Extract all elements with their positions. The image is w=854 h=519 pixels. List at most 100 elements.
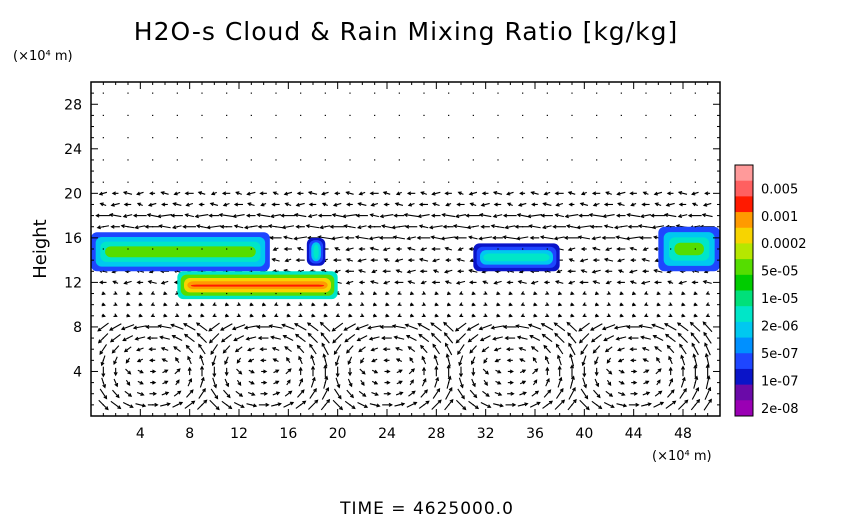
wind-vector — [556, 388, 564, 399]
wind-vector — [357, 335, 368, 341]
wind-vector — [407, 247, 416, 251]
wind-vector — [332, 399, 343, 410]
wind-vector — [555, 214, 564, 218]
wind-vector — [580, 344, 588, 355]
wind-vector — [344, 323, 356, 331]
wind-vector — [124, 390, 132, 397]
wind-vector — [318, 236, 333, 240]
wind-vector — [109, 214, 122, 218]
wind-vector — [270, 214, 282, 218]
wind-vector — [705, 376, 710, 390]
wind-vector — [604, 225, 614, 229]
wind-vector — [443, 322, 454, 332]
wind-vector — [493, 191, 503, 195]
wind-vector — [380, 214, 394, 218]
x-tick-label: 48 — [674, 426, 692, 442]
wind-vector — [556, 344, 564, 355]
wind-vector — [223, 389, 231, 398]
wind-vector — [604, 258, 614, 262]
wind-vector — [603, 214, 615, 218]
wind-vector — [516, 325, 530, 329]
wind-vector — [704, 387, 711, 400]
wind-vector — [654, 269, 663, 273]
wind-vector — [173, 390, 181, 397]
wind-vector — [667, 345, 675, 354]
wind-vector — [187, 378, 192, 387]
colorbar-label: 0.001 — [761, 210, 798, 225]
wind-vector — [664, 323, 677, 331]
wind-vector — [408, 346, 416, 353]
wind-vector — [334, 344, 342, 355]
x-tick-label: 20 — [329, 426, 347, 442]
wind-vector — [458, 377, 464, 388]
wind-vector — [456, 280, 466, 284]
wind-vector — [420, 389, 428, 398]
wind-vector — [616, 236, 627, 240]
wind-vector — [568, 387, 576, 400]
wind-vector — [617, 191, 626, 195]
wind-vector — [320, 322, 331, 332]
wind-vector — [405, 324, 418, 330]
wind-vector — [269, 325, 283, 329]
colorbar-segment — [735, 165, 753, 182]
wind-vector — [654, 191, 663, 195]
wind-vector — [109, 323, 122, 331]
wind-vector — [529, 225, 541, 229]
wind-vector — [257, 214, 271, 218]
wind-vector — [171, 324, 184, 330]
wind-vector — [419, 258, 429, 262]
wind-vector — [704, 343, 711, 356]
wind-vector — [235, 346, 243, 353]
wind-vector — [652, 225, 665, 229]
wind-vector — [445, 343, 453, 356]
wind-vector — [160, 336, 170, 340]
wind-vector — [370, 214, 379, 218]
wind-vector — [125, 368, 131, 375]
wind-vector — [123, 214, 133, 218]
cloud-features — [91, 226, 720, 300]
x-tick-label: 16 — [279, 426, 297, 442]
wind-vector — [431, 333, 442, 344]
wind-vector — [691, 343, 699, 356]
wind-vector — [469, 345, 477, 354]
wind-vector — [111, 202, 120, 207]
wind-vector — [664, 214, 677, 218]
wind-vector — [113, 356, 118, 365]
wind-vector — [479, 236, 493, 240]
grid-dots — [102, 92, 696, 406]
wind-vector — [582, 355, 587, 366]
wind-vector — [455, 322, 467, 332]
wind-vector — [627, 214, 641, 218]
wind-vector — [220, 323, 233, 331]
wind-vector — [678, 191, 688, 195]
wind-vector — [284, 346, 292, 353]
wind-vector — [332, 214, 343, 218]
wind-vector — [157, 214, 173, 218]
wind-vector — [469, 389, 477, 398]
wind-vector — [195, 214, 209, 218]
cloud-mid-small — [306, 237, 326, 266]
colorbar-label: 1e-05 — [761, 292, 799, 307]
wind-vector — [457, 258, 465, 262]
wind-vector — [321, 343, 329, 356]
wind-vector — [456, 399, 466, 410]
wind-vector — [418, 214, 430, 218]
wind-vector — [187, 356, 192, 365]
wind-vector — [690, 322, 701, 332]
wind-vector — [652, 324, 665, 330]
wind-vector — [356, 324, 369, 330]
wind-vector — [580, 202, 589, 206]
wind-vector — [184, 334, 195, 343]
wind-vector — [359, 368, 366, 375]
wind-vector — [640, 214, 652, 218]
wind-vector — [442, 214, 456, 218]
wind-vector — [432, 388, 440, 399]
wind-vector — [306, 225, 320, 229]
colorbar: 0.005 0.001 0.0002 5e-05 1e-05 2e-06 5e-07 1e-0… — [734, 164, 807, 417]
wind-vector — [532, 368, 538, 375]
wind-vector — [603, 401, 615, 408]
x-tick-label: 12 — [230, 426, 248, 442]
wind-vector — [543, 389, 551, 398]
x-tick-label: 24 — [378, 426, 396, 442]
